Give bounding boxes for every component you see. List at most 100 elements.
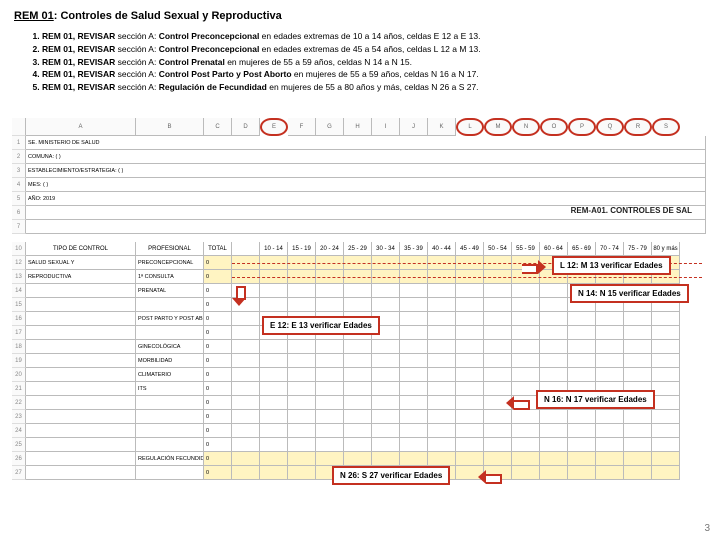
data-cell — [400, 396, 428, 410]
data-cell — [512, 284, 540, 298]
data-cell — [400, 312, 428, 326]
data-cell — [596, 452, 624, 466]
data-cell — [512, 354, 540, 368]
data-cell — [652, 312, 680, 326]
age-header: 80 y más — [652, 242, 680, 256]
data-cell — [316, 396, 344, 410]
data-cell — [652, 382, 680, 396]
data-cell — [456, 410, 484, 424]
data-cell — [288, 354, 316, 368]
row-number: 18 — [12, 340, 26, 354]
row-number: 5 — [12, 192, 26, 206]
data-cell — [428, 326, 456, 340]
data-cell: 0 — [204, 256, 232, 270]
meta-row: 4MES: ( ) — [12, 178, 708, 192]
row-label-a — [26, 340, 136, 354]
meta-cell: ESTABLECIMIENTO/ESTRATEGIA: ( ) — [26, 164, 706, 178]
data-cell — [428, 298, 456, 312]
data-cell — [372, 284, 400, 298]
page-title: REM 01: Controles de Salud Sexual y Repr… — [14, 10, 706, 22]
row-label-b: GINECOLÓGICA — [136, 340, 204, 354]
data-cell — [540, 424, 568, 438]
data-cell — [288, 382, 316, 396]
age-header: 65 - 69 — [568, 242, 596, 256]
data-cell — [568, 424, 596, 438]
data-cell — [428, 396, 456, 410]
data-cell — [260, 452, 288, 466]
data-cell — [484, 382, 512, 396]
data-cell — [260, 298, 288, 312]
data-cell — [456, 382, 484, 396]
row-number: 21 — [12, 382, 26, 396]
col-letter: E — [260, 118, 288, 136]
data-cell — [288, 284, 316, 298]
data-cell — [540, 284, 568, 298]
data-cell — [428, 312, 456, 326]
row-label-b: 1ª CONSULTA — [136, 270, 204, 284]
callout-n16-n17: N 16: N 17 verificar Edades — [536, 390, 655, 409]
col-letter: B — [136, 118, 204, 136]
data-cell — [344, 410, 372, 424]
age-header: 30 - 34 — [372, 242, 400, 256]
data-cell — [232, 326, 260, 340]
col-letter: A — [26, 118, 136, 136]
age-header: 70 - 74 — [596, 242, 624, 256]
instruction-item: REM 01, REVISAR sección A: Control Preco… — [42, 30, 706, 43]
row-label-a — [26, 466, 136, 480]
data-cell — [316, 298, 344, 312]
arrow-right-icon — [522, 260, 546, 274]
row-label-a — [26, 326, 136, 340]
data-cell — [372, 410, 400, 424]
data-cell — [428, 382, 456, 396]
data-cell — [652, 424, 680, 438]
data-cell — [512, 298, 540, 312]
row-number: 22 — [12, 396, 26, 410]
data-cell — [484, 326, 512, 340]
col-letter: S — [652, 118, 680, 136]
data-cell — [456, 354, 484, 368]
data-cell — [540, 312, 568, 326]
data-cell — [288, 466, 316, 480]
data-cell — [344, 354, 372, 368]
data-cell — [428, 284, 456, 298]
data-cell — [456, 452, 484, 466]
row-number: 15 — [12, 298, 26, 312]
row-number: 1 — [12, 136, 26, 150]
row-number: 26 — [12, 452, 26, 466]
row-number: 2 — [12, 150, 26, 164]
data-cell — [456, 298, 484, 312]
data-cell — [400, 298, 428, 312]
data-cell: 0 — [204, 396, 232, 410]
data-cell — [316, 424, 344, 438]
data-cell — [624, 340, 652, 354]
row-label-a — [26, 424, 136, 438]
data-cell — [344, 396, 372, 410]
data-cell — [568, 340, 596, 354]
data-cell — [456, 340, 484, 354]
row-number: 4 — [12, 178, 26, 192]
data-cell — [232, 382, 260, 396]
data-row: 230 — [12, 410, 708, 424]
instruction-list: REM 01, REVISAR sección A: Control Preco… — [14, 30, 706, 94]
data-row: 18 GINECOLÓGICA0 — [12, 340, 708, 354]
data-cell — [316, 284, 344, 298]
age-header: 15 - 19 — [288, 242, 316, 256]
data-cell — [540, 452, 568, 466]
data-cell — [288, 424, 316, 438]
data-cell — [540, 368, 568, 382]
row-label-b: POST PARTO Y POST ABORTO — [136, 312, 204, 326]
col-letter: Q — [596, 118, 624, 136]
data-cell — [260, 354, 288, 368]
data-cell: 0 — [204, 438, 232, 452]
data-cell — [484, 354, 512, 368]
data-cell — [624, 354, 652, 368]
data-cell: 0 — [204, 340, 232, 354]
data-cell — [596, 354, 624, 368]
row-label-a — [26, 382, 136, 396]
data-cell — [316, 354, 344, 368]
data-cell — [288, 452, 316, 466]
data-cell — [344, 298, 372, 312]
meta-cell: COMUNA: ( ) — [26, 150, 706, 164]
data-cell: 0 — [204, 312, 232, 326]
row-number: 23 — [12, 410, 26, 424]
